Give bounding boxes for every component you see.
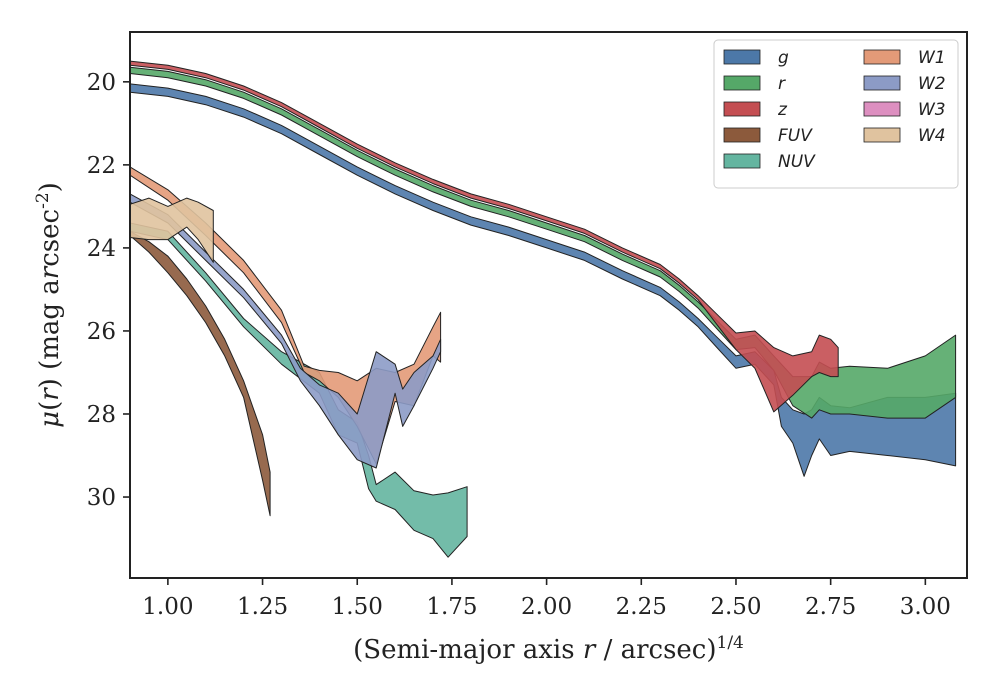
legend-swatch-g xyxy=(723,49,761,65)
y-tick-label: 28 xyxy=(87,402,116,428)
legend-swatch-r xyxy=(723,75,761,91)
y-axis-label: μ(r) (mag arcsec-2) xyxy=(33,182,65,428)
band-z xyxy=(130,60,839,413)
y-tick-label: 22 xyxy=(87,153,116,179)
legend: grz FUV NUV W1 W2 W3 W4 xyxy=(713,39,959,189)
legend-label-w3: W3 xyxy=(918,100,946,120)
band-r xyxy=(130,66,957,419)
series-layer xyxy=(130,60,957,558)
y-tick-label: 20 xyxy=(87,70,116,96)
legend-label-g: g xyxy=(778,48,789,68)
legend-swatch-nuv xyxy=(723,153,761,169)
x-tick-label: 2.75 xyxy=(805,594,856,620)
x-tick-label: 2.25 xyxy=(616,594,667,620)
legend-swatch-w3 xyxy=(863,101,901,117)
y-tick-label: 24 xyxy=(87,236,116,262)
band-w4 xyxy=(130,197,214,263)
band-w1 xyxy=(130,166,442,465)
legend-label-z: z xyxy=(777,100,788,120)
legend-swatch-z xyxy=(723,101,761,117)
axes-layer: 1.00 1.25 1.50 1.75 2.00 2.25 2.50 2.75 3.00 20 22… xyxy=(87,31,968,620)
band-fuv xyxy=(130,230,271,517)
x-tick-label: 1.25 xyxy=(237,594,288,620)
legend-label-w4: W4 xyxy=(918,126,946,146)
x-tick-label: 3.00 xyxy=(900,594,951,620)
legend-label-nuv: NUV xyxy=(778,152,816,172)
legend-label-w1: W1 xyxy=(918,48,946,68)
legend-swatch-w4 xyxy=(863,127,901,143)
legend-label-r: r xyxy=(778,74,786,94)
x-axis-label: (Semi-major axis r / arcsec)1/4 xyxy=(353,633,744,665)
x-tick-label: 2.50 xyxy=(710,594,761,620)
x-tick-label: 1.50 xyxy=(332,594,383,620)
x-tick-label: 1.00 xyxy=(142,594,193,620)
plot-frame xyxy=(129,31,968,579)
y-tick-label: 26 xyxy=(87,319,116,345)
legend-label-w2: W2 xyxy=(918,74,946,94)
band-g xyxy=(130,83,957,477)
legend-swatch-w1 xyxy=(863,49,901,65)
y-tick-label: 30 xyxy=(87,485,116,511)
x-tick-label: 2.00 xyxy=(521,594,572,620)
legend-label-fuv: FUV xyxy=(778,126,813,146)
legend-swatch-fuv xyxy=(723,127,761,143)
legend-swatch-w2 xyxy=(863,75,901,91)
x-tick-label: 1.75 xyxy=(426,594,477,620)
band-w2 xyxy=(130,193,442,469)
